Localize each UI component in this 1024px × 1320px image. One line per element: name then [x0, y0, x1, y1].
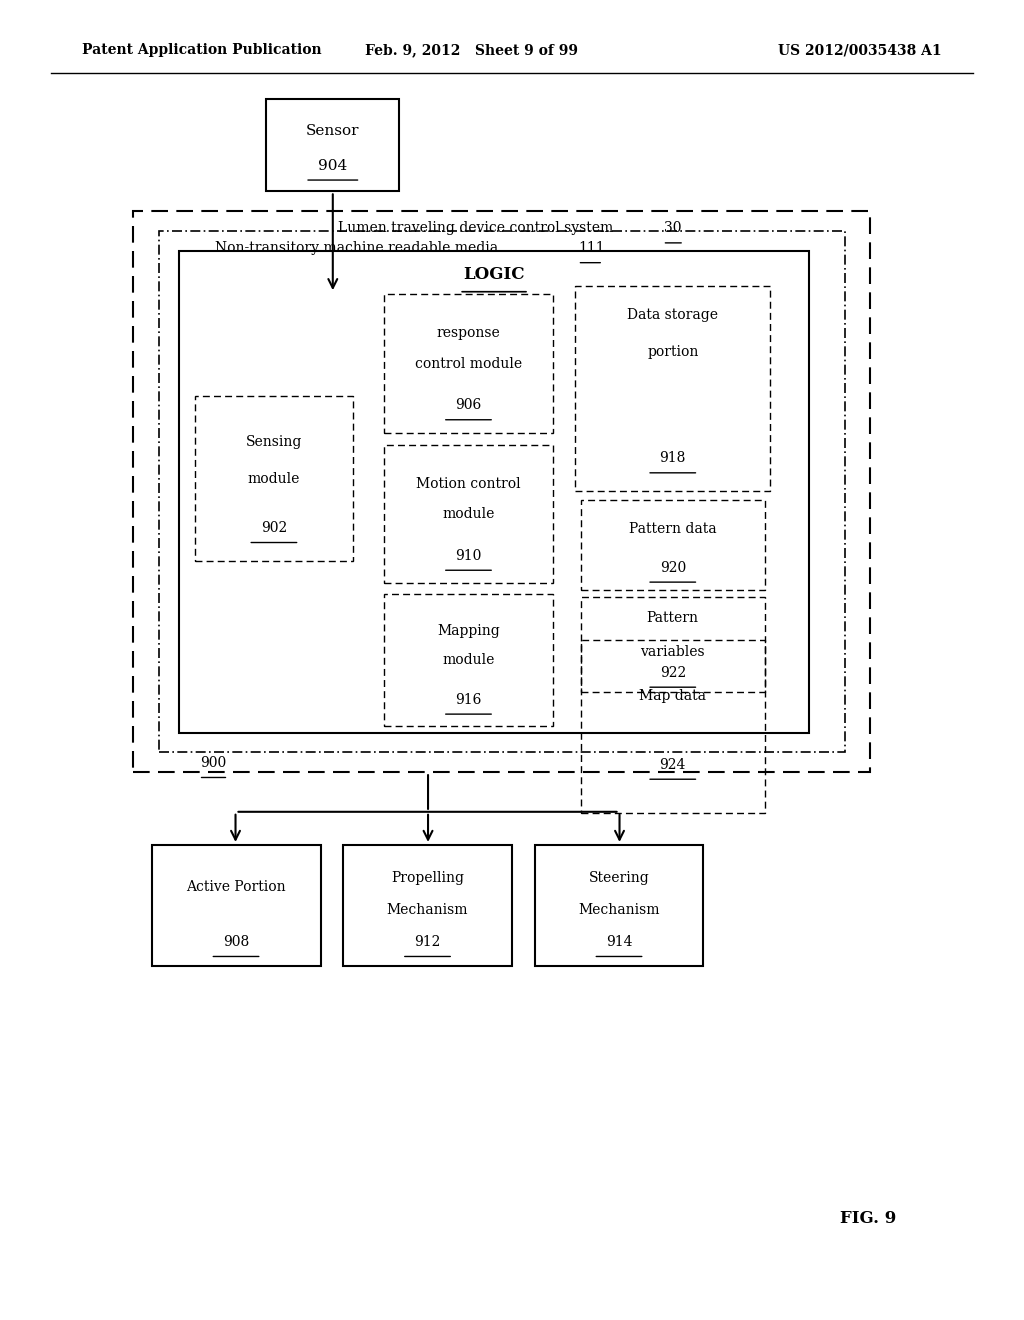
Text: variables: variables	[640, 645, 706, 659]
Text: response: response	[436, 326, 501, 341]
Text: 111: 111	[579, 242, 605, 255]
Text: portion: portion	[647, 346, 698, 359]
Text: Feb. 9, 2012   Sheet 9 of 99: Feb. 9, 2012 Sheet 9 of 99	[365, 44, 578, 57]
Text: Propelling: Propelling	[391, 871, 464, 884]
Text: module: module	[442, 507, 495, 521]
Text: Sensing: Sensing	[246, 436, 302, 449]
Text: Mapping: Mapping	[437, 624, 500, 638]
Text: Map data: Map data	[639, 689, 707, 702]
Text: 902: 902	[261, 521, 287, 535]
Text: module: module	[442, 653, 495, 667]
Text: FIG. 9: FIG. 9	[840, 1210, 896, 1226]
Text: 912: 912	[415, 935, 440, 949]
Text: Data storage: Data storage	[628, 309, 718, 322]
Text: 914: 914	[606, 935, 632, 949]
Text: Patent Application Publication: Patent Application Publication	[82, 44, 322, 57]
Text: module: module	[248, 471, 300, 486]
Text: 920: 920	[659, 561, 686, 574]
Text: Motion control: Motion control	[416, 477, 521, 491]
Text: Steering: Steering	[589, 871, 649, 884]
Text: Lumen traveling device control system: Lumen traveling device control system	[338, 222, 617, 235]
Text: Active Portion: Active Portion	[186, 880, 286, 895]
Text: Mechanism: Mechanism	[579, 903, 659, 917]
Text: 904: 904	[318, 158, 347, 173]
Text: 918: 918	[659, 451, 686, 466]
Text: control module: control module	[415, 356, 522, 371]
Text: Pattern data: Pattern data	[629, 521, 717, 536]
Text: 910: 910	[456, 549, 481, 562]
Text: Sensor: Sensor	[306, 124, 359, 139]
Text: 916: 916	[456, 693, 481, 706]
Text: Non-transitory machine readable media: Non-transitory machine readable media	[215, 242, 503, 255]
Text: 922: 922	[659, 665, 686, 680]
Text: 900: 900	[200, 756, 226, 770]
Text: US 2012/0035438 A1: US 2012/0035438 A1	[778, 44, 942, 57]
Text: Pattern: Pattern	[647, 611, 698, 624]
Text: 908: 908	[223, 935, 249, 949]
Text: LOGIC: LOGIC	[463, 267, 525, 282]
Text: 924: 924	[659, 758, 686, 772]
Text: 906: 906	[456, 399, 481, 412]
Text: 30: 30	[664, 222, 681, 235]
Text: Mechanism: Mechanism	[387, 903, 468, 917]
